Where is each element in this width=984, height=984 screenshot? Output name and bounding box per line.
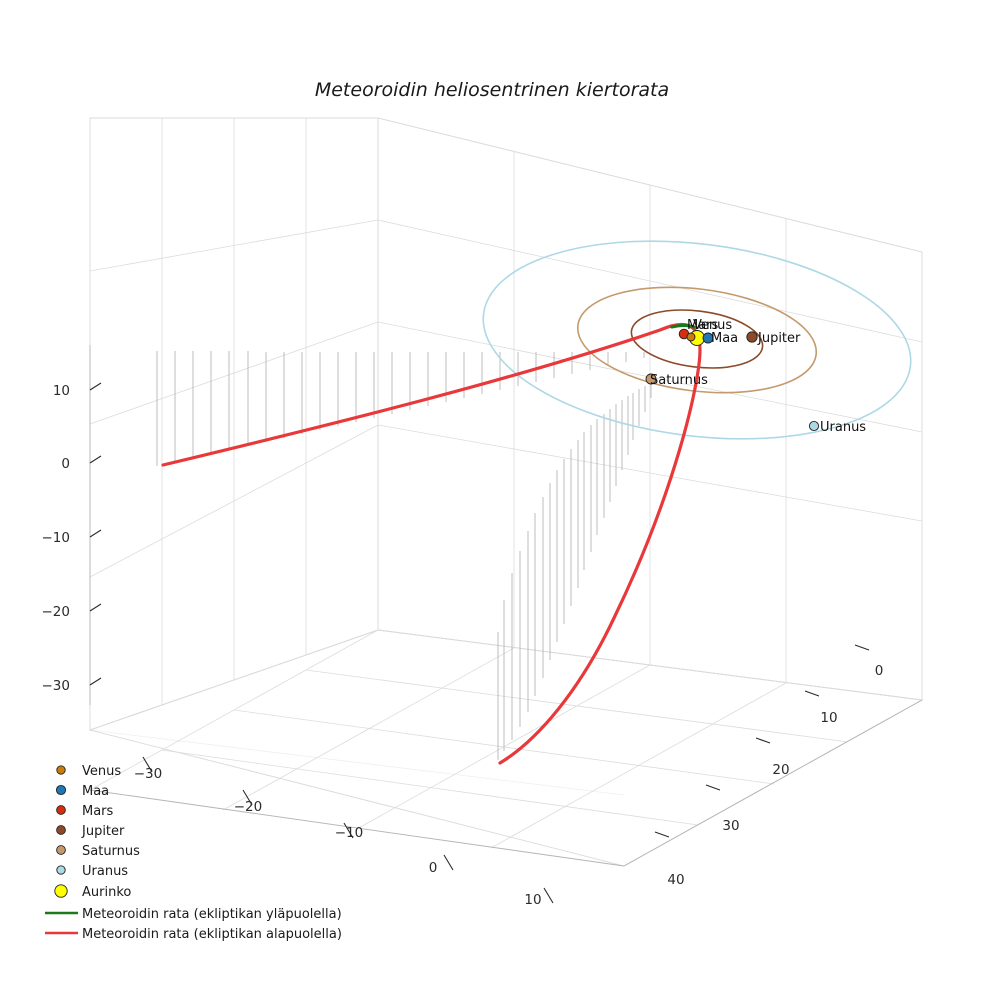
marker-saturnus xyxy=(645,373,657,385)
legend-item-uranus[interactable]: Uranus xyxy=(56,864,129,879)
z-tick-0: 10 xyxy=(53,383,70,399)
legend-item-saturnus[interactable]: Saturnus xyxy=(56,844,141,859)
legend-label-jupiter: Jupiter xyxy=(81,824,125,839)
legend-label-mars: Mars xyxy=(82,804,114,819)
marker-jupiter xyxy=(746,331,758,343)
y-tick-3: 30 xyxy=(722,818,739,834)
legend-label-venus: Venus xyxy=(82,764,121,779)
x-axis: −30 −20 −10 0 10 xyxy=(89,756,625,908)
orbit-saturnus xyxy=(576,286,818,394)
y-tick-1: 10 xyxy=(820,710,837,726)
z-tick-4: −30 xyxy=(42,678,71,694)
venus-label: Venus xyxy=(693,318,732,333)
legend-label-aurinko: Aurinko xyxy=(82,885,131,900)
page-title: Meteoroidin heliosentrinen kiertorata xyxy=(315,79,669,101)
legend-marker-uranus xyxy=(56,865,66,875)
z-axis: 10 0 −10 −20 −30 xyxy=(42,345,102,705)
x-tick-3: 0 xyxy=(429,860,438,876)
marker-venus xyxy=(686,332,696,342)
legend-item-below-ecliptic[interactable]: Meteoroidin rata (ekliptikan alapuolella… xyxy=(45,927,342,942)
saturnus-label: Saturnus xyxy=(650,373,708,388)
legend-item-maa[interactable]: Maa xyxy=(55,784,109,799)
x-tick-0: −30 xyxy=(134,766,163,782)
y-tick-0: 0 xyxy=(875,663,884,679)
trajectory-stems xyxy=(156,351,652,760)
mars-label: Mars xyxy=(687,318,719,333)
x-tick-4: 10 xyxy=(524,892,541,908)
legend-item-venus[interactable]: Venus xyxy=(56,764,122,779)
marker-maa xyxy=(702,332,714,344)
legend-marker-jupiter xyxy=(56,825,66,835)
legend-label-maa: Maa xyxy=(82,784,109,799)
legend-marker-mars xyxy=(56,805,66,815)
meteoroid-trajectory xyxy=(161,322,702,765)
planet-markers: Mars Venus Maa Jupiter Saturnus Uranus xyxy=(645,318,866,435)
y-tick-4: 40 xyxy=(667,872,684,888)
z-tick-1: 0 xyxy=(61,456,70,472)
legend-marker-saturnus xyxy=(56,845,66,855)
legend: Venus Maa Mars Jupiter Saturnus Uranus xyxy=(45,764,342,942)
legend-label-saturnus: Saturnus xyxy=(82,844,140,859)
jupiter-label: Jupiter xyxy=(757,331,801,346)
marker-uranus xyxy=(808,420,820,432)
legend-item-aurinko[interactable]: Aurinko xyxy=(54,884,132,900)
z-tick-2: −10 xyxy=(42,530,71,546)
grid-lines xyxy=(89,117,923,867)
x-tick-2: −10 xyxy=(335,825,364,841)
legend-marker-venus xyxy=(56,765,66,775)
floor-extra-grid xyxy=(89,729,625,796)
legend-item-mars[interactable]: Mars xyxy=(56,804,114,819)
z-tick-3: −20 xyxy=(42,604,71,620)
maa-label: Maa xyxy=(711,331,738,346)
uranus-label: Uranus xyxy=(820,420,866,435)
legend-item-above-ecliptic[interactable]: Meteoroidin rata (ekliptikan yläpuolella… xyxy=(45,907,342,922)
legend-label-uranus: Uranus xyxy=(82,864,128,879)
orbit-jupiter xyxy=(630,309,764,369)
legend-marker-maa xyxy=(55,784,67,796)
x-tick-1: −20 xyxy=(234,799,263,815)
legend-marker-aurinko xyxy=(54,884,68,898)
y-axis: 0 10 20 30 40 xyxy=(623,644,923,888)
y-tick-2: 20 xyxy=(772,762,789,778)
legend-label-below-ecliptic: Meteoroidin rata (ekliptikan alapuolella… xyxy=(82,927,342,942)
legend-item-jupiter[interactable]: Jupiter xyxy=(56,824,125,839)
legend-label-above-ecliptic: Meteoroidin rata (ekliptikan yläpuolella… xyxy=(82,907,342,922)
axes-panes xyxy=(88,117,924,867)
